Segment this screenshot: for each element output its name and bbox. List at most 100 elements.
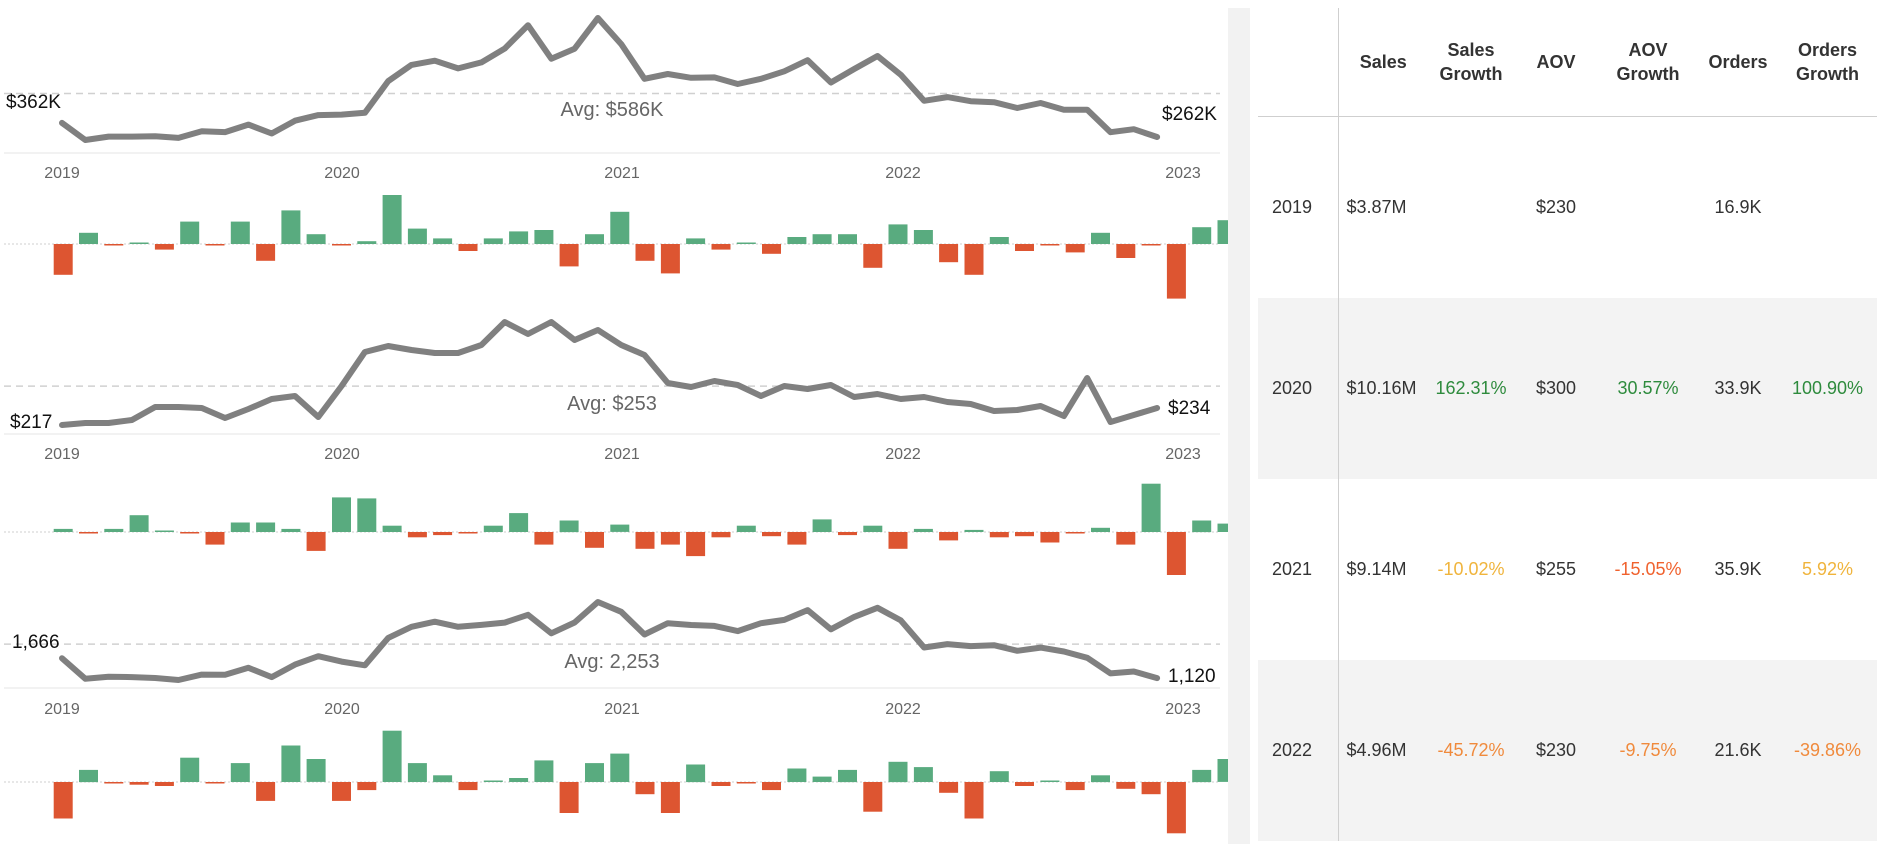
- x-tick-label: 2021: [604, 165, 640, 182]
- cell-aov: $255: [1535, 559, 1577, 579]
- change-bar: [888, 532, 908, 549]
- average-label: Avg: $586K: [560, 99, 664, 121]
- change-bar: [762, 244, 781, 254]
- change-bar: [913, 767, 933, 782]
- change-bar: [433, 238, 453, 244]
- change-bar: [610, 211, 630, 244]
- change-bar: [281, 745, 301, 782]
- change-bar: [660, 782, 680, 813]
- change-bar: [559, 782, 579, 813]
- summary-table-panel: Sales Sales Growth AOV AOV Growth Orders…: [1258, 8, 1877, 844]
- change-bar: [660, 244, 680, 274]
- table-row: 2022 $4.96M -45.72% $230 -9.75% 21.6K -3…: [1258, 660, 1877, 841]
- change-bar: [686, 764, 706, 783]
- change-bar: [863, 782, 883, 812]
- change-bar: [79, 769, 98, 783]
- change-bar: [762, 782, 781, 791]
- change-bar: [154, 782, 174, 786]
- change-bar: [104, 528, 124, 532]
- change-bar: [180, 221, 200, 244]
- cell-orders-growth: 100.90%: [1778, 298, 1877, 479]
- table-header-row: Sales Sales Growth AOV AOV Growth Orders…: [1258, 8, 1877, 117]
- summary-table: Sales Sales Growth AOV AOV Growth Orders…: [1258, 8, 1877, 841]
- change-bar: [483, 780, 503, 782]
- x-tick-label: 2022: [885, 165, 921, 182]
- change-bar: [483, 238, 503, 244]
- change-bar: [534, 760, 554, 782]
- cell-aov-growth: 30.57%: [1598, 298, 1698, 479]
- change-bar: [1065, 532, 1085, 534]
- change-bar: [1192, 227, 1212, 244]
- change-bar: [154, 244, 174, 250]
- header-sales-growth: Sales Growth: [1428, 8, 1514, 117]
- cell-sales: $10.16M: [1338, 298, 1428, 479]
- change-bar: [1217, 523, 1237, 532]
- change-bar: [1040, 780, 1060, 782]
- change-bar: [635, 532, 655, 549]
- change-bar: [812, 776, 832, 782]
- x-tick-label: 2020: [324, 701, 360, 718]
- x-tick-label: 2021: [604, 446, 640, 463]
- change-bar: [888, 761, 908, 783]
- change-bar: [559, 520, 579, 533]
- change-bar: [205, 782, 225, 784]
- cell-year: 2021: [1258, 479, 1339, 660]
- change-bar: [332, 244, 351, 246]
- x-tick-label: 2020: [324, 165, 360, 182]
- x-tick-label: 2022: [885, 701, 921, 718]
- change-bar: [483, 525, 503, 532]
- change-bar: [989, 237, 1009, 244]
- change-bar: [1040, 532, 1060, 543]
- change-bar: [357, 498, 377, 532]
- change-bar: [1040, 244, 1060, 246]
- change-bar: [585, 763, 604, 782]
- change-bar: [458, 782, 478, 791]
- change-bar: [711, 244, 731, 250]
- change-bar: [913, 230, 933, 244]
- change-bar: [1091, 527, 1110, 532]
- table-row: 2019 $3.87M $230 16.9K: [1258, 116, 1877, 298]
- change-bar: [585, 532, 604, 548]
- change-bar: [306, 234, 326, 244]
- sparkline-charts: Avg: $586K $362K $262K 2019 2020 2021 2022 2023…: [4, 15, 1237, 834]
- header-orders-growth: Orders Growth: [1778, 8, 1877, 117]
- change-bar: [711, 782, 731, 786]
- change-bar: [964, 529, 984, 532]
- change-bar: [686, 238, 706, 244]
- change-bar: [433, 532, 453, 536]
- average-label: Avg: $253: [567, 393, 657, 415]
- change-bar: [1065, 782, 1085, 791]
- change-bar: [180, 757, 200, 782]
- change-bar: [53, 528, 73, 532]
- change-bar: [256, 522, 276, 532]
- change-bar: [306, 759, 326, 782]
- change-bar: [534, 230, 554, 244]
- end-value-label: 1,120: [1168, 666, 1216, 687]
- change-bar: [635, 244, 655, 261]
- change-bar: [736, 525, 756, 532]
- change-bar: [306, 532, 326, 551]
- change-bar: [1015, 532, 1034, 537]
- change-bar: [230, 763, 250, 782]
- cell-aov: $230: [1514, 660, 1598, 841]
- change-bar: [407, 532, 427, 538]
- end-value-label: $262K: [1162, 104, 1217, 125]
- change-bar: [559, 244, 579, 267]
- change-bar: [1065, 244, 1085, 253]
- change-bar: [1141, 782, 1161, 795]
- change-bar: [129, 242, 149, 244]
- start-value-label: $362K: [6, 92, 61, 113]
- change-bar: [509, 778, 529, 782]
- change-bar: [154, 530, 174, 532]
- change-bar: [1141, 483, 1161, 532]
- sparkline-panel: Avg: $586K $362K $262K 2019 2020 2021 2022 2023…: [4, 15, 1237, 834]
- change-bar: [585, 234, 604, 244]
- change-bar: [509, 231, 529, 244]
- change-bar: [129, 782, 149, 785]
- change-bar: [129, 515, 149, 532]
- table-row: 2020 $10.16M 162.31% $300 30.57% 33.9K 1…: [1258, 298, 1877, 479]
- change-bar: [787, 237, 807, 244]
- x-tick-label: 2020: [324, 446, 360, 463]
- change-bar: [686, 532, 706, 557]
- series-line: [59, 319, 1161, 428]
